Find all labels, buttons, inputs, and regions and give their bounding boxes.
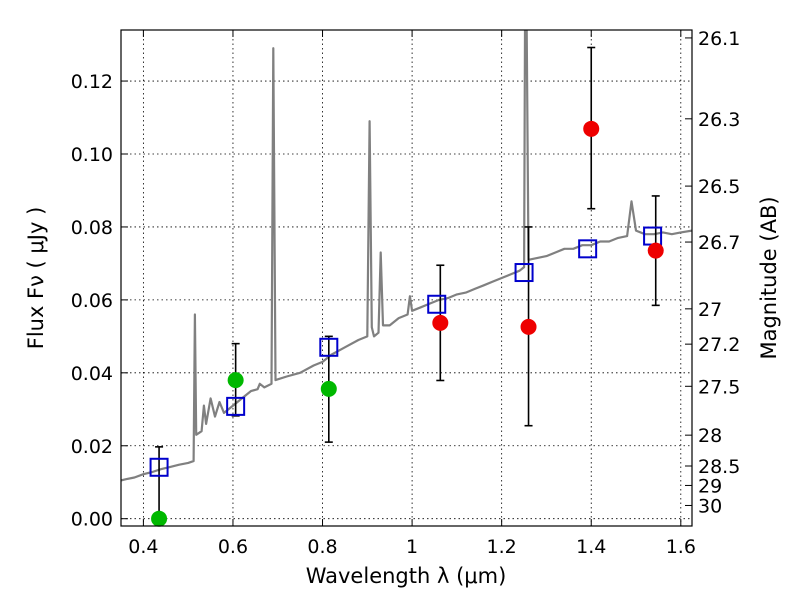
data-points [149,46,664,527]
magnitude-tick-label: 28 [698,425,722,447]
magnitude-tick-label: 26.5 [698,176,740,198]
y-tick-label: 0.08 [71,217,113,239]
plot-content [121,30,692,482]
plot-area [121,30,692,526]
plot-frame [120,29,693,527]
model-photometry-square [226,396,246,416]
x-axis-label: Wavelength λ (μm) [306,564,507,588]
magnitude-tick-label: 27 [698,299,722,321]
magnitude-tick-label: 29 [698,475,722,497]
magnitude-tick-label: 26.7 [698,232,740,254]
observed-point [647,242,664,259]
model-photometry-square [319,337,339,357]
y-axis-label: Flux Fν ( μJy ) [24,207,48,350]
model-photometry-square [514,263,534,283]
observed-point [520,318,537,335]
magnitude-tick-label: 27.5 [698,376,740,398]
grid [121,30,692,526]
x-tick-label: 0.4 [128,536,158,558]
y-tick-label: 0.10 [71,144,113,166]
magnitude-tick-label: 30 [698,495,722,517]
magnitude-tick-label: 26.3 [698,109,740,131]
x-tick-label: 1 [406,536,418,558]
magnitude-tick-label: 27.2 [698,334,740,356]
x-tick-label: 1.2 [487,536,517,558]
magnitude-tick-label: 26.1 [698,28,740,50]
x-tick-label: 0.6 [218,536,248,558]
y-tick-label: 0.04 [71,363,113,385]
observed-point [227,372,244,389]
model-photometry-square [578,239,598,259]
observed-point [320,380,337,397]
model-spectrum-line [121,30,692,482]
y-axis: 0.00 0.02 0.04 0.06 0.08 0.10 0.12 [71,71,128,531]
y-tick-label: 0.06 [71,290,113,312]
magnitude-tick-label: 28.5 [698,456,740,478]
right-axis-label: Magnitude (AB) [757,196,781,359]
y-tick-label: 0.00 [71,509,113,531]
observed-point [151,510,168,527]
model-photometry-square [149,457,169,477]
observed-point [583,120,600,137]
y-tick-label: 0.02 [71,436,113,458]
model-photometry-square [427,294,447,314]
x-tick-label: 1.6 [666,536,696,558]
x-tick-label: 1.4 [576,536,606,558]
x-tick-label: 0.8 [307,536,337,558]
observed-point [432,314,449,331]
x-axis: 0.4 0.6 0.8 1 1.2 1.4 1.6 [128,30,696,558]
y-tick-label: 0.12 [71,71,113,93]
